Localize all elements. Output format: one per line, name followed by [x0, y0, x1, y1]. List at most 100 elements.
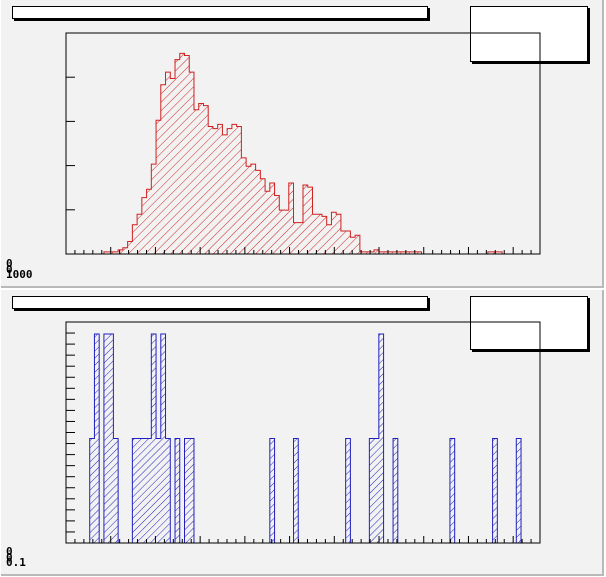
top-histogram-bin: [103, 251, 109, 254]
top-histogram-bin: [246, 166, 251, 254]
top-histogram-bin: [170, 78, 176, 254]
bottom-histogram-bin: [269, 438, 275, 543]
top-histogram-bin: [208, 126, 213, 254]
top-histogram-title: [12, 6, 428, 19]
top-histogram-bin: [274, 195, 280, 254]
bottom-histogram-bin: [374, 438, 379, 543]
top-histogram-bin: [345, 231, 351, 254]
bottom-histogram-bin: [184, 438, 190, 543]
top-histogram-bin: [336, 214, 341, 254]
bottom-histogram: [65, 321, 541, 544]
top-histogram-bin: [193, 109, 199, 254]
bottom-histogram-bin: [345, 438, 351, 543]
top-histogram-bin: [122, 247, 128, 254]
top-histogram-bin: [113, 251, 119, 254]
top-histogram-bin: [250, 164, 256, 254]
top-histogram-bin: [137, 214, 142, 254]
top-histogram-bin: [141, 197, 147, 254]
top-plot-frame: [65, 32, 541, 255]
top-histogram-bin: [303, 185, 308, 254]
top-histogram-bin: [156, 120, 161, 255]
bottom-histogram-bin: [393, 438, 398, 543]
bottom-histogram-bin: [132, 438, 138, 543]
top-histogram-bin: [293, 222, 299, 254]
top-histogram-bin: [407, 251, 413, 254]
bottom-histogram-bin: [175, 438, 180, 543]
top-histogram-bin: [179, 53, 185, 254]
top-histogram-bin: [118, 249, 123, 254]
top-histogram: [65, 32, 541, 255]
bottom-tick-label: 0: [6, 551, 13, 564]
bottom-histogram-bin: [94, 334, 100, 543]
top-histogram-bin: [241, 157, 247, 254]
top-histogram-bin: [288, 182, 294, 254]
top-histogram-bin: [165, 72, 171, 254]
top-histogram-bin: [317, 214, 322, 254]
top-histogram-bin: [269, 182, 275, 254]
top-histogram-bin: [198, 103, 204, 255]
top-histogram-bin: [402, 251, 408, 254]
top-histogram-bin: [350, 237, 356, 254]
top-histogram-bin: [340, 231, 346, 254]
bottom-histogram-outline: [66, 333, 540, 544]
top-histogram-bin: [203, 105, 209, 254]
top-histogram-bin: [279, 210, 285, 254]
top-histogram-bin: [175, 59, 180, 254]
top-histogram-bin: [355, 235, 360, 254]
bottom-histogram-bin: [160, 334, 166, 543]
top-histogram-bin: [369, 251, 375, 254]
bottom-histogram-bin: [103, 334, 109, 543]
bottom-histogram-bin: [369, 438, 375, 543]
bottom-histogram-bin: [165, 438, 171, 543]
top-tick-label: 1000: [6, 268, 33, 281]
top-histogram-bin: [160, 84, 166, 255]
bottom-histogram-bin: [189, 438, 194, 543]
top-histogram-bin: [184, 55, 190, 255]
top-histogram-bin: [132, 224, 138, 254]
top-histogram-bin: [331, 212, 337, 254]
top-histogram-bin: [260, 178, 266, 254]
top-histogram-bin: [284, 210, 289, 254]
top-stats-box: [470, 6, 588, 62]
bottom-histogram-bin: [156, 438, 161, 543]
top-histogram-bin: [359, 251, 365, 254]
top-histogram-bin: [416, 251, 422, 254]
bottom-histogram-bin: [516, 438, 522, 543]
top-histogram-bin: [151, 164, 157, 254]
top-histogram-bin: [255, 170, 261, 254]
top-histogram-bin: [312, 214, 318, 254]
top-tick-label: 0: [6, 263, 13, 276]
top-histogram-bin: [189, 72, 194, 254]
bottom-y-axis-labels: 0 0 0.1: [6, 546, 26, 568]
top-histogram-bin: [217, 124, 223, 254]
top-histogram-bin: [307, 187, 313, 254]
top-histogram-bin: [222, 134, 228, 254]
bottom-tick-label: 0: [6, 545, 13, 558]
bottom-histogram-bin: [146, 438, 152, 543]
bottom-tick-label: 0.1: [6, 556, 26, 569]
top-histogram-bin: [127, 241, 133, 254]
bottom-histogram-bin: [137, 438, 142, 543]
top-histogram-bin: [388, 251, 394, 254]
top-histogram-bin: [397, 251, 403, 254]
top-histogram-bin: [393, 251, 398, 254]
top-histogram-bin: [364, 251, 370, 254]
top-histogram-bin: [487, 251, 493, 254]
bottom-histogram-bin: [113, 438, 119, 543]
bottom-histogram-bin: [449, 438, 455, 543]
bottom-histogram-bin: [492, 438, 498, 543]
top-histogram-bin: [265, 191, 270, 254]
top-histogram-bin: [383, 251, 389, 254]
bottom-histogram-bin: [151, 334, 157, 543]
bottom-stats-box: [470, 296, 588, 350]
top-histogram-bin: [374, 249, 379, 254]
top-tick-label: 0: [6, 257, 13, 270]
top-histogram-bin: [227, 128, 232, 254]
bottom-histogram-bin: [293, 438, 299, 543]
bottom-histogram-bin: [141, 438, 147, 543]
top-histogram-bin: [298, 222, 303, 254]
bottom-histogram-bin: [108, 334, 114, 543]
bottom-histogram-title: [12, 296, 428, 309]
bottom-histogram-bin: [378, 334, 384, 543]
